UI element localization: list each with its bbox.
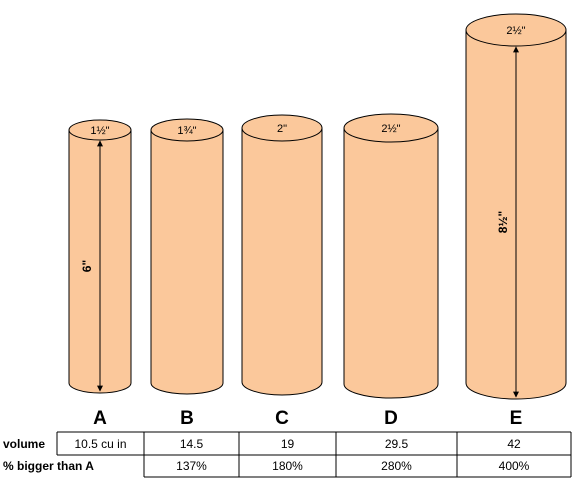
cylinder-c-diameter-label: 2" <box>277 123 287 135</box>
cylinder-b: 1¾" B <box>150 118 224 429</box>
cylinder-b-body <box>150 129 224 395</box>
cylinder-d-top <box>343 113 439 143</box>
cylinder-e-letter: E <box>510 408 523 429</box>
percent-cell-c: 180% <box>272 459 303 473</box>
percent-cell-e: 400% <box>499 459 530 473</box>
cylinder-e-diameter-label: 2½" <box>506 25 525 37</box>
cylinder-a-top <box>68 119 132 141</box>
cylinder-c-top <box>241 114 323 142</box>
volume-cell-a: 10.5 cu in <box>74 437 126 451</box>
cylinder-c-letter: C <box>275 408 289 429</box>
percent-cell-d: 280% <box>381 459 412 473</box>
cylinder-d-diameter-label: 2½" <box>381 123 400 135</box>
cylinder-a-height-label: 6" <box>80 260 94 272</box>
volume-cell-e: 42 <box>507 437 521 451</box>
cylinder-b-letter: B <box>180 408 194 429</box>
volume-cell-d: 29.5 <box>385 437 409 451</box>
volume-cell-c: 19 <box>281 437 295 451</box>
cylinder-d-body <box>343 127 439 399</box>
data-table: volume % bigger than A 10.5 cu in 14.5 137% 1… <box>3 431 572 478</box>
cylinder-b-top <box>150 118 224 142</box>
volume-row-label: volume <box>3 437 45 451</box>
cylinder-d-letter: D <box>384 408 398 429</box>
cylinder-e-top <box>465 13 567 47</box>
percent-cell-b: 137% <box>176 459 207 473</box>
volume-cell-b: 14.5 <box>180 437 204 451</box>
percent-row-label: % bigger than A <box>3 459 94 473</box>
cylinder-e: 2½" 8½" E <box>465 13 567 429</box>
cylinder-a-letter: A <box>93 408 107 429</box>
cylinder-a: 1½" 6" A <box>68 119 132 429</box>
cylinder-c-body <box>241 127 323 396</box>
cylinder-d: 2½" D <box>343 113 439 429</box>
cylinder-e-height-label: 8½" <box>496 211 510 233</box>
cylinder-c: 2" C <box>241 114 323 429</box>
cylinder-b-diameter-label: 1¾" <box>177 125 196 137</box>
cylinder-a-diameter-label: 1½" <box>90 125 109 137</box>
